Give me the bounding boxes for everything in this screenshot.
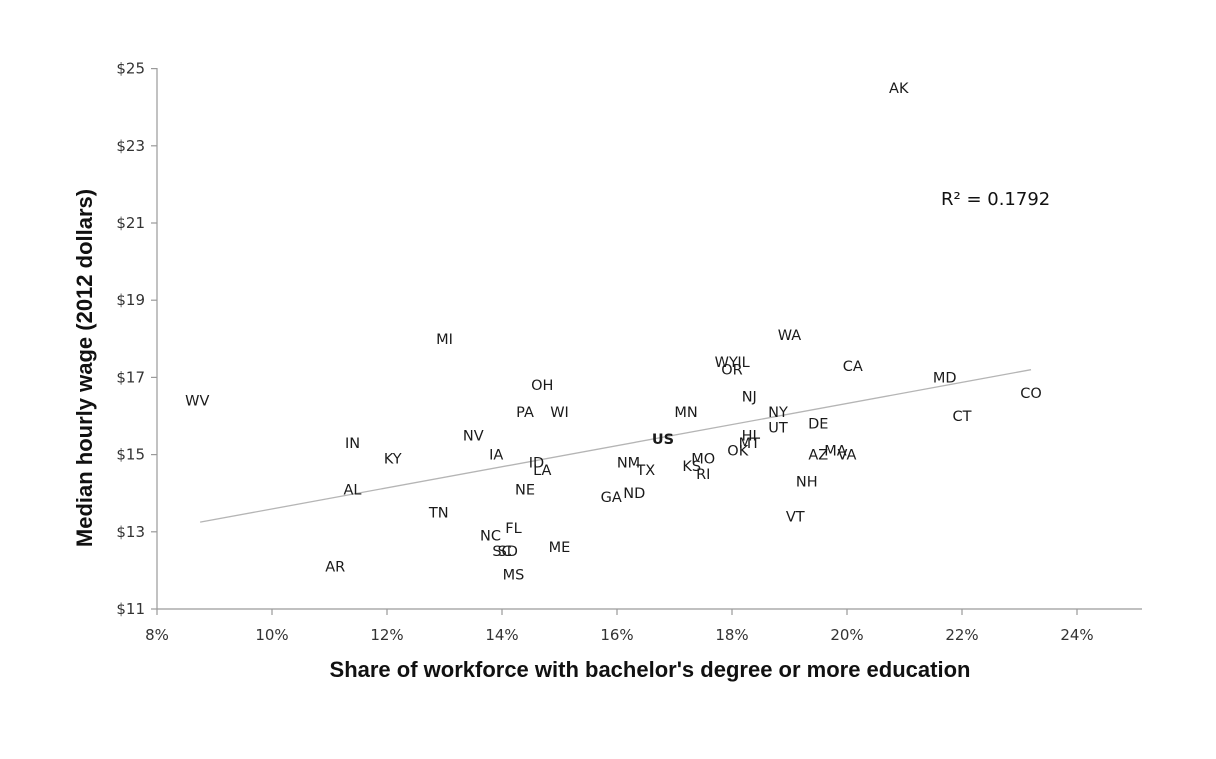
data-point-nv: NV <box>463 428 484 444</box>
x-tick-label: 20% <box>830 626 863 644</box>
data-point-ny: NY <box>768 405 788 421</box>
data-point-nm: NM <box>617 455 640 471</box>
data-point-ct: CT <box>953 409 972 425</box>
x-tick-label: 12% <box>370 626 403 644</box>
x-tick-label: 24% <box>1060 626 1093 644</box>
x-tick-label: 22% <box>945 626 978 644</box>
data-point-mo: MO <box>691 451 715 467</box>
y-tick-label: $21 <box>116 214 145 232</box>
y-tick-label: $17 <box>116 368 145 386</box>
data-point-me: ME <box>549 540 571 556</box>
x-tick-label: 16% <box>600 626 633 644</box>
y-tick-label: $19 <box>116 291 145 309</box>
data-point-ga: GA <box>601 490 622 506</box>
data-point-mn: MN <box>674 405 697 421</box>
data-point-tn: TN <box>428 506 449 522</box>
data-point-md: MD <box>933 370 957 386</box>
data-point-sd: SD <box>498 544 518 560</box>
data-point-wy: WY <box>715 355 738 371</box>
y-tick-label: $23 <box>116 137 145 155</box>
data-point-oh: OH <box>531 378 553 394</box>
data-point-or: OR <box>721 363 743 379</box>
trendline <box>200 369 1032 523</box>
data-point-nj: NJ <box>742 390 757 406</box>
data-point-ar: AR <box>325 560 345 576</box>
data-point-de: DE <box>808 417 828 433</box>
data-point-mt: MT <box>739 436 761 452</box>
x-tick-label: 10% <box>255 626 288 644</box>
x-tick-label: 18% <box>715 626 748 644</box>
data-point-nc: NC <box>480 529 501 545</box>
axes: $11 $13 $15 $17 $19 $21 $23 $25 8% 10% 12% 14% 16% 18… <box>116 60 1142 644</box>
data-point-hi: HI <box>742 428 757 444</box>
data-point-va: VA <box>838 448 857 464</box>
data-point-al: AL <box>344 482 362 498</box>
data-point-la: LA <box>533 463 551 479</box>
data-point-id: ID <box>529 455 544 471</box>
data-point-ks: KS <box>682 459 701 475</box>
trendline-group <box>200 369 1032 523</box>
data-point-ms: MS <box>503 567 525 583</box>
data-point-tx: TX <box>635 463 655 479</box>
data-point-il: IL <box>737 355 749 371</box>
data-point-us: US <box>652 432 674 448</box>
data-point-ma: MA <box>824 444 847 460</box>
y-axis-title: Median hourly wage (2012 dollars) <box>72 189 97 547</box>
data-point-ky: KY <box>384 451 402 467</box>
x-tick-label: 8% <box>145 626 169 644</box>
data-point-nd: ND <box>623 486 645 502</box>
data-point-wv: WV <box>185 394 209 410</box>
x-axis-title: Share of workforce with bachelor's degre… <box>330 657 971 682</box>
y-tick-label: $15 <box>116 446 145 464</box>
data-point-az: AZ <box>808 448 828 464</box>
data-point-ut: UT <box>768 421 788 437</box>
data-point-pa: PA <box>516 405 534 421</box>
data-point-ri: RI <box>696 467 710 483</box>
y-tick-label: $11 <box>116 600 145 618</box>
y-tick-label: $13 <box>116 523 145 541</box>
data-point-ia: IA <box>489 448 503 464</box>
data-point-mi: MI <box>436 332 453 348</box>
x-tick-label: 14% <box>485 626 518 644</box>
data-point-wi: WI <box>550 405 569 421</box>
data-point-ne: NE <box>515 482 535 498</box>
data-point-ak: AK <box>889 81 909 97</box>
data-point-in: IN <box>345 436 360 452</box>
data-point-co: CO <box>1020 386 1042 402</box>
data-point-wa: WA <box>778 328 802 344</box>
data-point-nh: NH <box>796 475 818 491</box>
r-squared-annotation: R² = 0.1792 <box>941 189 1050 210</box>
data-point-ca: CA <box>843 359 863 375</box>
data-point-sc: SC <box>492 544 511 560</box>
data-point-fl: FL <box>505 521 521 537</box>
data-point-ok: OK <box>727 444 748 460</box>
y-tick-label: $25 <box>116 60 145 78</box>
data-point-vt: VT <box>786 509 805 525</box>
